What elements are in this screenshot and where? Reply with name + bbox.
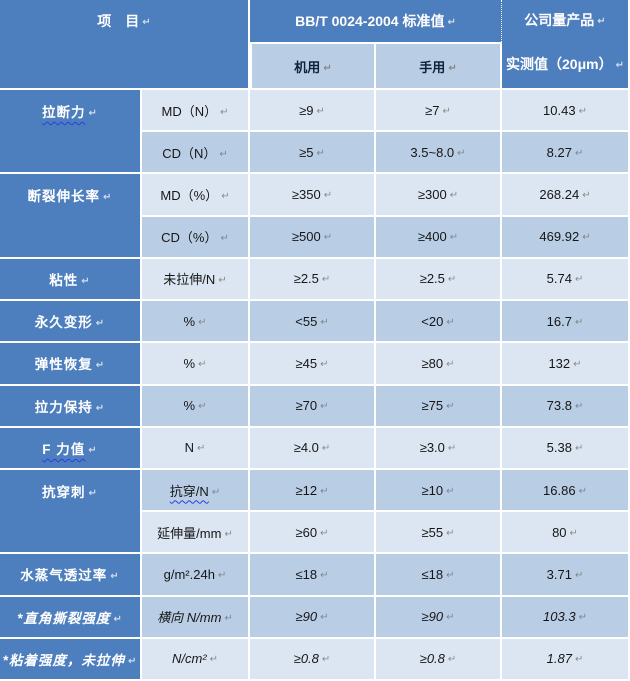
hand-value: ≥0.8 (376, 638, 502, 681)
measured-value: 1.87 (502, 638, 630, 681)
header-item-label: 项 目 (97, 11, 150, 31)
machine-value: ≥2.5 (250, 258, 376, 302)
hand-value: ≥90 (376, 596, 502, 639)
header-hand-label: 手用 (419, 57, 456, 76)
group-label-f-force: F 力值 (0, 427, 142, 470)
group-label-permanent-deformation: 永久变形 (0, 301, 142, 344)
sub-cell: 抗穿/N (142, 469, 250, 513)
measured-value: 80 (502, 512, 630, 555)
measured-value: 5.38 (502, 427, 630, 470)
group-label-tensile-break: 拉断力 (0, 90, 142, 175)
sub-cell: g/m².24h (142, 554, 250, 597)
sub-cell: 横向 N/mm (142, 596, 250, 639)
measured-value: 16.86 (502, 469, 630, 513)
hand-value: ≥3.0 (376, 427, 502, 470)
hand-value: ≥75 (376, 385, 502, 428)
measured-value: 5.74 (502, 258, 630, 302)
group-label-puncture-resistance: 抗穿刺 (0, 469, 142, 555)
header-measured-label: 实测值（20μm） (506, 54, 624, 74)
hand-value: ≥10 (376, 469, 502, 513)
measured-value: 469.92 (502, 216, 630, 259)
header-standard-label: BB/T 0024-2004 标准值 (295, 11, 456, 31)
machine-value: <55 (250, 301, 376, 344)
header-hand-cell: 手用 (376, 42, 502, 90)
measured-value: 103.3 (502, 596, 630, 639)
machine-value: ≥90 (250, 596, 376, 639)
hand-value: ≤18 (376, 554, 502, 597)
machine-value: ≥9 (250, 90, 376, 133)
measured-value: 10.43 (502, 90, 630, 133)
sub-cell: MD（%） (142, 174, 250, 217)
sub-cell: % (142, 301, 250, 344)
sub-cell: % (142, 385, 250, 428)
measured-value: 132 (502, 343, 630, 386)
machine-value: ≤18 (250, 554, 376, 597)
sub-cell: CD（%） (142, 216, 250, 259)
sub-cell: 未拉伸/N (142, 258, 250, 302)
machine-value: ≥45 (250, 343, 376, 386)
header-company-label: 公司量产品 (524, 10, 605, 30)
group-label-tackiness: 粘性 (0, 258, 142, 302)
header-machine-label: 机用 (294, 57, 331, 76)
hand-value: 3.5~8.0 (376, 132, 502, 175)
hand-value: <20 (376, 301, 502, 344)
machine-value: ≥350 (250, 174, 376, 217)
sub-cell: N/cm² (142, 638, 250, 681)
measured-value: 73.8 (502, 385, 630, 428)
group-label-elongation: 断裂伸长率 (0, 174, 142, 259)
group-label-elastic-recovery: 弹性恢复 (0, 343, 142, 386)
group-label-adhesion-strength: *粘着强度，未拉伸 (0, 638, 142, 681)
group-label-right-angle-tear: *直角撕裂强度 (0, 596, 142, 639)
header-standard-cell: BB/T 0024-2004 标准值 (250, 0, 502, 42)
measured-value: 3.71 (502, 554, 630, 597)
sub-cell: CD（N） (142, 132, 250, 175)
machine-value: ≥60 (250, 512, 376, 555)
machine-value: ≥500 (250, 216, 376, 259)
sub-cell: N (142, 427, 250, 470)
group-label-tension-retention: 拉力保持 (0, 385, 142, 428)
sub-cell: MD（N） (142, 90, 250, 133)
header-machine-cell: 机用 (250, 42, 376, 90)
hand-value: ≥80 (376, 343, 502, 386)
hand-value: ≥2.5 (376, 258, 502, 302)
hand-value: ≥300 (376, 174, 502, 217)
measured-value: 16.7 (502, 301, 630, 344)
machine-value: ≥4.0 (250, 427, 376, 470)
machine-value: ≥5 (250, 132, 376, 175)
measured-value: 8.27 (502, 132, 630, 175)
header-company-cell: 公司量产品 实测值（20μm） (502, 0, 630, 90)
machine-value: ≥12 (250, 469, 376, 513)
sub-cell: 延伸量/mm (142, 512, 250, 555)
hand-value: ≥400 (376, 216, 502, 259)
hand-value: ≥55 (376, 512, 502, 555)
measured-value: 268.24 (502, 174, 630, 217)
hand-value: ≥7 (376, 90, 502, 133)
machine-value: ≥0.8 (250, 638, 376, 681)
header-item-cell: 项 目 (0, 0, 250, 90)
sub-cell: % (142, 343, 250, 386)
machine-value: ≥70 (250, 385, 376, 428)
group-label-wvtr: 水蒸气透过率 (0, 554, 142, 597)
